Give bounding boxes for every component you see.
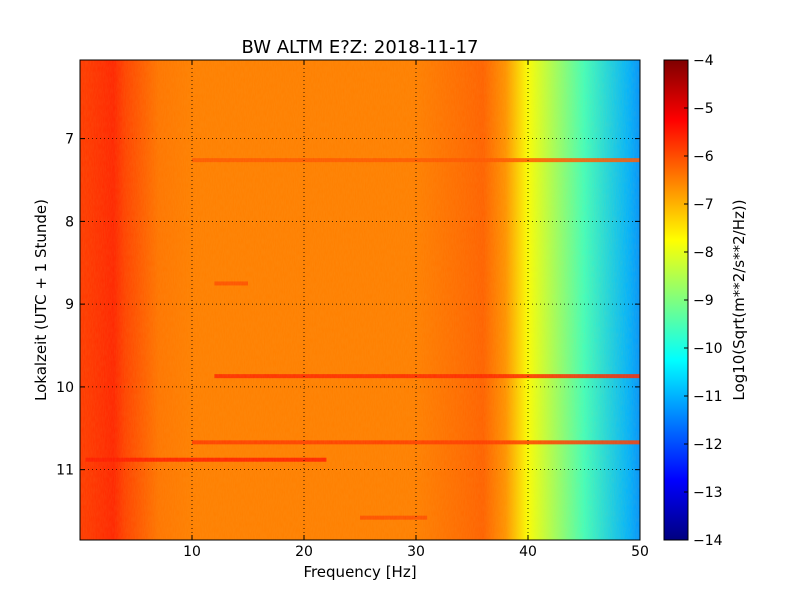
y-tick-label: 11 [56, 463, 74, 479]
colorbar-tick-label: −9 [693, 293, 714, 309]
colorbar-tick-label: −10 [693, 341, 723, 357]
y-tick-label: 10 [56, 380, 74, 396]
colorbar-axis: −4 −5 −6 −7 −8 −9 −10 −11 −12 −13 −14 [684, 53, 723, 549]
x-tick-label: 20 [295, 544, 313, 560]
y-tick-label: 7 [65, 132, 74, 148]
x-tick-label: 40 [519, 544, 537, 560]
heatmap-texture [80, 60, 640, 540]
plot-area [80, 60, 640, 540]
colorbar-tick-label: −13 [693, 485, 723, 501]
y-tick-label: 9 [65, 297, 74, 313]
colorbar-tick-label: −8 [693, 245, 714, 261]
x-tick-label: 30 [407, 544, 425, 560]
colorbar-tick-label: −7 [693, 197, 714, 213]
x-tick-label: 10 [183, 544, 201, 560]
colorbar-tick-label: −4 [693, 53, 714, 69]
x-axis: 10 20 30 40 50 [183, 60, 649, 560]
y-axis-label: Lokalzeit (UTC + 1 Stunde) [32, 199, 50, 401]
colorbar-tick-label: −14 [693, 533, 723, 549]
colorbar-label: Log10(Sqrt(m**2/s**2/Hz)) [730, 199, 748, 400]
colorbar-tick-label: −5 [693, 101, 714, 117]
y-tick-label: 8 [65, 214, 74, 230]
grid-lines [80, 60, 640, 540]
colorbar-tick-label: −12 [693, 437, 723, 453]
plot-frame [79, 59, 641, 541]
colorbar-tick-label: −11 [693, 389, 723, 405]
x-tick-label: 50 [631, 544, 649, 560]
colorbar-tick-label: −6 [693, 149, 714, 165]
y-axis: 7 8 9 10 11 [56, 132, 640, 479]
chart-title: BW ALTM E?Z: 2018-11-17 [242, 37, 479, 58]
x-axis-label: Frequency [Hz] [303, 563, 416, 581]
